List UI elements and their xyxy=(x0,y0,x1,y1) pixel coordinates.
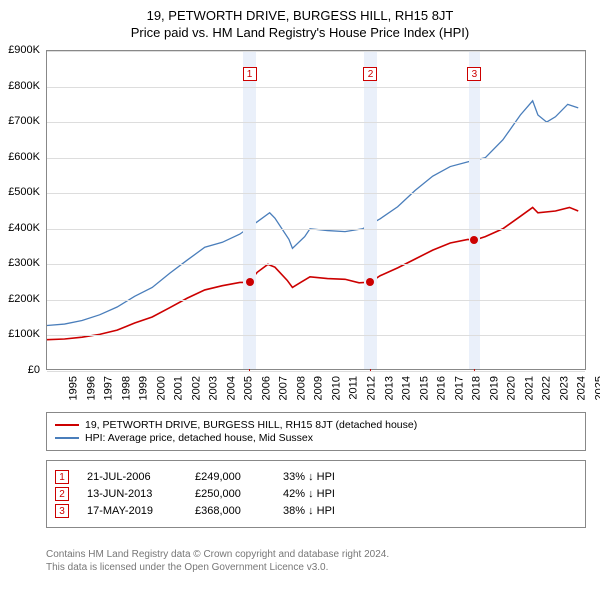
x-tick-label: 2000 xyxy=(155,376,167,400)
x-tick-label: 2006 xyxy=(260,376,272,400)
transaction-date: 21-JUL-2006 xyxy=(87,471,177,483)
x-tick-label: 1999 xyxy=(138,376,150,400)
x-tick-label: 2020 xyxy=(506,376,518,400)
shaded-range xyxy=(243,51,255,369)
y-gridline xyxy=(47,229,585,230)
x-tick-label: 2017 xyxy=(453,376,465,400)
marker-box: 2 xyxy=(363,67,377,81)
transaction-marker: 2 xyxy=(55,487,69,501)
x-tick-label: 1998 xyxy=(120,376,132,400)
attribution-line-2: This data is licensed under the Open Gov… xyxy=(46,561,389,574)
x-tick-label: 2001 xyxy=(173,376,185,400)
chart-container: 19, PETWORTH DRIVE, BURGESS HILL, RH15 8… xyxy=(0,0,600,590)
x-tick-label: 2004 xyxy=(225,376,237,400)
legend-swatch xyxy=(55,437,79,439)
transaction-pct: 38% ↓ HPI xyxy=(283,505,335,517)
transaction-date: 13-JUN-2013 xyxy=(87,488,177,500)
x-tick-label: 2008 xyxy=(295,376,307,400)
y-tick-label: £900K xyxy=(0,44,40,56)
y-tick-label: £300K xyxy=(0,257,40,269)
legend-item: 19, PETWORTH DRIVE, BURGESS HILL, RH15 8… xyxy=(55,419,577,431)
legend-label: 19, PETWORTH DRIVE, BURGESS HILL, RH15 8… xyxy=(85,419,417,431)
y-tick-label: £600K xyxy=(0,151,40,163)
y-tick-label: £0 xyxy=(0,364,40,376)
y-tick-label: £500K xyxy=(0,186,40,198)
data-point xyxy=(470,236,478,244)
attribution-text: Contains HM Land Registry data © Crown c… xyxy=(46,548,389,574)
transaction-pct: 33% ↓ HPI xyxy=(283,471,335,483)
y-tick-label: £700K xyxy=(0,115,40,127)
y-tick-label: £800K xyxy=(0,80,40,92)
legend-box: 19, PETWORTH DRIVE, BURGESS HILL, RH15 8… xyxy=(46,412,586,451)
shaded-range xyxy=(364,51,376,369)
x-tick-label: 2023 xyxy=(558,376,570,400)
y-gridline xyxy=(47,51,585,52)
series-line-price_paid xyxy=(47,207,578,339)
transaction-date: 17-MAY-2019 xyxy=(87,505,177,517)
y-tick-label: £100K xyxy=(0,328,40,340)
legend-item: HPI: Average price, detached house, Mid … xyxy=(55,432,577,444)
x-tick-label: 2009 xyxy=(313,376,325,400)
transaction-row: 1 21-JUL-2006 £249,000 33% ↓ HPI xyxy=(55,470,577,484)
data-point xyxy=(366,278,374,286)
x-tick-label: 2015 xyxy=(418,376,430,400)
transaction-row: 3 17-MAY-2019 £368,000 38% ↓ HPI xyxy=(55,504,577,518)
y-gridline xyxy=(47,371,585,372)
x-tick-label: 2014 xyxy=(401,376,413,400)
x-tick-label: 1996 xyxy=(85,376,97,400)
x-tick-label: 2011 xyxy=(347,376,359,400)
y-gridline xyxy=(47,335,585,336)
x-tick-label: 2007 xyxy=(278,376,290,400)
transaction-price: £250,000 xyxy=(195,488,265,500)
chart-lines-svg xyxy=(47,51,587,371)
x-tick-label: 2024 xyxy=(576,376,588,400)
transaction-marker: 3 xyxy=(55,504,69,518)
y-gridline xyxy=(47,122,585,123)
y-gridline xyxy=(47,87,585,88)
x-tick-label: 2021 xyxy=(523,376,535,400)
y-gridline xyxy=(47,158,585,159)
y-tick-label: £200K xyxy=(0,293,40,305)
x-tick-label: 2019 xyxy=(488,376,500,400)
x-tick-label: 2002 xyxy=(190,376,202,400)
x-tick-label: 2016 xyxy=(436,376,448,400)
chart-title: 19, PETWORTH DRIVE, BURGESS HILL, RH15 8… xyxy=(0,0,600,23)
legend-swatch xyxy=(55,424,79,426)
x-tick-label: 2010 xyxy=(330,376,342,400)
marker-box: 3 xyxy=(467,67,481,81)
plot-area: 1 2 3 xyxy=(46,50,586,370)
transaction-price: £368,000 xyxy=(195,505,265,517)
x-tick-label: 2025 xyxy=(593,376,600,400)
y-gridline xyxy=(47,193,585,194)
chart-subtitle: Price paid vs. HM Land Registry's House … xyxy=(0,23,600,46)
data-point xyxy=(246,278,254,286)
transaction-pct: 42% ↓ HPI xyxy=(283,488,335,500)
x-tick-label: 2018 xyxy=(471,376,483,400)
legend-label: HPI: Average price, detached house, Mid … xyxy=(85,432,313,444)
transaction-row: 2 13-JUN-2013 £250,000 42% ↓ HPI xyxy=(55,487,577,501)
x-tick-label: 2012 xyxy=(366,376,378,400)
shaded-range xyxy=(469,51,480,369)
x-tick-label: 1995 xyxy=(67,376,79,400)
transactions-box: 1 21-JUL-2006 £249,000 33% ↓ HPI 2 13-JUN-201… xyxy=(46,460,586,528)
attribution-line-1: Contains HM Land Registry data © Crown c… xyxy=(46,548,389,561)
x-tick-label: 2013 xyxy=(383,376,395,400)
x-tick-label: 1997 xyxy=(103,376,115,400)
x-tick-label: 2003 xyxy=(208,376,220,400)
transaction-price: £249,000 xyxy=(195,471,265,483)
marker-box: 1 xyxy=(243,67,257,81)
x-tick-label: 2005 xyxy=(243,376,255,400)
transaction-marker: 1 xyxy=(55,470,69,484)
y-gridline xyxy=(47,264,585,265)
x-tick-label: 2022 xyxy=(541,376,553,400)
series-line-hpi xyxy=(47,101,578,326)
y-tick-label: £400K xyxy=(0,222,40,234)
y-gridline xyxy=(47,300,585,301)
